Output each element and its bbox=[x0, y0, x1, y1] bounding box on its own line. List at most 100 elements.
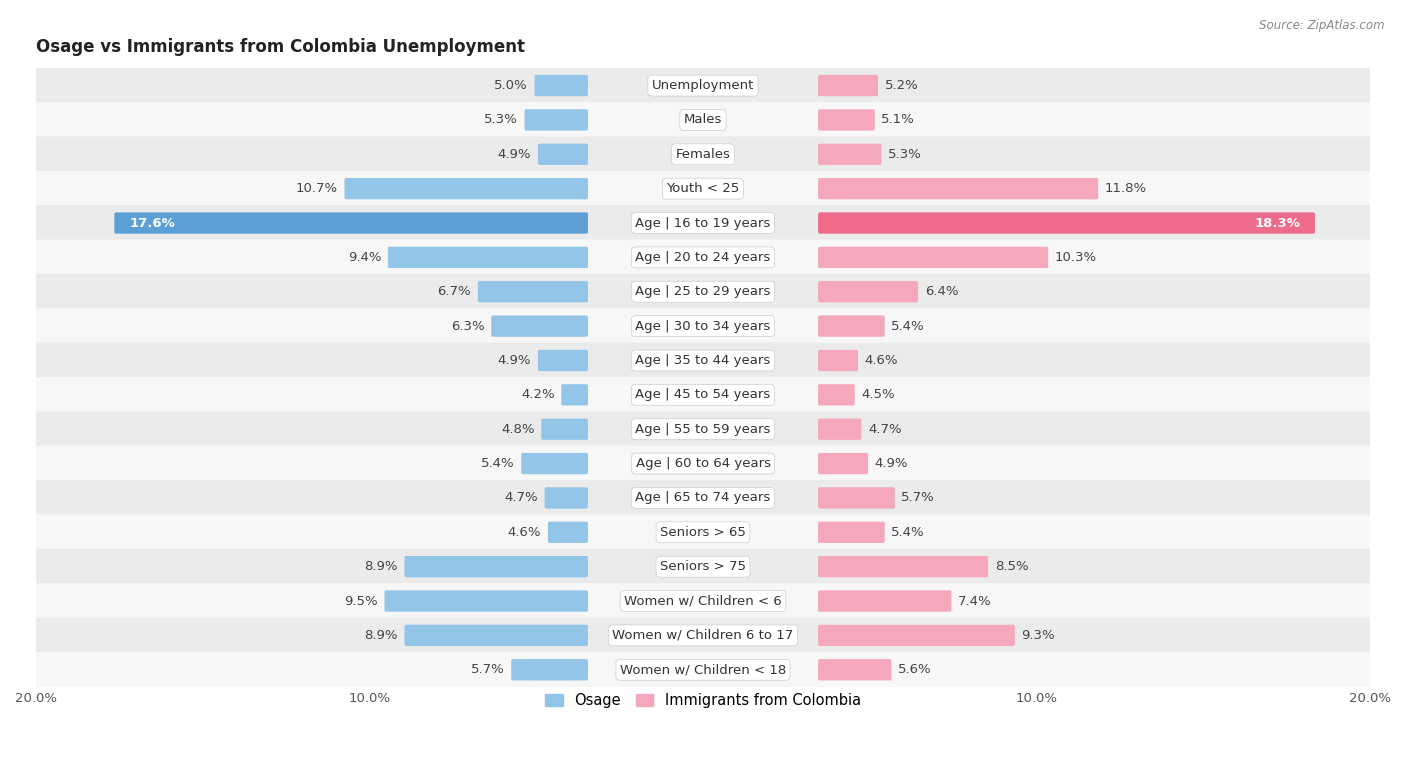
Text: 5.3%: 5.3% bbox=[889, 148, 922, 160]
Text: Unemployment: Unemployment bbox=[652, 79, 754, 92]
FancyBboxPatch shape bbox=[35, 480, 1371, 516]
Text: 5.4%: 5.4% bbox=[891, 526, 925, 539]
Text: 9.4%: 9.4% bbox=[347, 251, 381, 264]
Text: 4.9%: 4.9% bbox=[498, 354, 531, 367]
FancyBboxPatch shape bbox=[478, 281, 588, 302]
FancyBboxPatch shape bbox=[538, 144, 588, 165]
Text: 5.1%: 5.1% bbox=[882, 114, 915, 126]
Text: 8.9%: 8.9% bbox=[364, 629, 398, 642]
Text: 10.3%: 10.3% bbox=[1054, 251, 1097, 264]
Text: 5.4%: 5.4% bbox=[891, 319, 925, 332]
Text: 4.7%: 4.7% bbox=[868, 422, 901, 436]
Text: 5.2%: 5.2% bbox=[884, 79, 918, 92]
FancyBboxPatch shape bbox=[818, 281, 918, 302]
Text: Age | 16 to 19 years: Age | 16 to 19 years bbox=[636, 217, 770, 229]
Text: Women w/ Children < 18: Women w/ Children < 18 bbox=[620, 663, 786, 676]
FancyBboxPatch shape bbox=[818, 178, 1098, 199]
Text: 17.6%: 17.6% bbox=[129, 217, 176, 229]
FancyBboxPatch shape bbox=[548, 522, 588, 543]
FancyBboxPatch shape bbox=[818, 625, 1015, 646]
Text: 5.3%: 5.3% bbox=[484, 114, 517, 126]
Text: Females: Females bbox=[675, 148, 731, 160]
FancyBboxPatch shape bbox=[818, 144, 882, 165]
FancyBboxPatch shape bbox=[818, 385, 855, 406]
FancyBboxPatch shape bbox=[35, 549, 1371, 584]
Text: Age | 30 to 34 years: Age | 30 to 34 years bbox=[636, 319, 770, 332]
FancyBboxPatch shape bbox=[818, 350, 858, 371]
FancyBboxPatch shape bbox=[35, 205, 1371, 241]
Text: Age | 45 to 54 years: Age | 45 to 54 years bbox=[636, 388, 770, 401]
Text: 4.6%: 4.6% bbox=[508, 526, 541, 539]
Text: 5.6%: 5.6% bbox=[898, 663, 932, 676]
Text: 5.7%: 5.7% bbox=[471, 663, 505, 676]
Text: Seniors > 65: Seniors > 65 bbox=[659, 526, 747, 539]
FancyBboxPatch shape bbox=[35, 136, 1371, 172]
Legend: Osage, Immigrants from Colombia: Osage, Immigrants from Colombia bbox=[540, 687, 866, 714]
FancyBboxPatch shape bbox=[524, 109, 588, 130]
FancyBboxPatch shape bbox=[818, 75, 879, 96]
FancyBboxPatch shape bbox=[35, 274, 1371, 310]
Text: Osage vs Immigrants from Colombia Unemployment: Osage vs Immigrants from Colombia Unempl… bbox=[37, 38, 524, 56]
Text: 5.0%: 5.0% bbox=[495, 79, 527, 92]
Text: 4.7%: 4.7% bbox=[505, 491, 538, 504]
Text: 4.6%: 4.6% bbox=[865, 354, 898, 367]
FancyBboxPatch shape bbox=[538, 350, 588, 371]
Text: Males: Males bbox=[683, 114, 723, 126]
Text: Age | 20 to 24 years: Age | 20 to 24 years bbox=[636, 251, 770, 264]
Text: Source: ZipAtlas.com: Source: ZipAtlas.com bbox=[1260, 19, 1385, 32]
FancyBboxPatch shape bbox=[35, 102, 1371, 138]
Text: 8.5%: 8.5% bbox=[995, 560, 1028, 573]
Text: Age | 25 to 29 years: Age | 25 to 29 years bbox=[636, 285, 770, 298]
FancyBboxPatch shape bbox=[818, 453, 868, 474]
Text: 4.2%: 4.2% bbox=[522, 388, 554, 401]
FancyBboxPatch shape bbox=[35, 67, 1371, 104]
FancyBboxPatch shape bbox=[35, 308, 1371, 344]
Text: Age | 55 to 59 years: Age | 55 to 59 years bbox=[636, 422, 770, 436]
FancyBboxPatch shape bbox=[35, 583, 1371, 619]
FancyBboxPatch shape bbox=[35, 377, 1371, 413]
Text: 5.7%: 5.7% bbox=[901, 491, 935, 504]
FancyBboxPatch shape bbox=[818, 419, 862, 440]
FancyBboxPatch shape bbox=[818, 590, 952, 612]
FancyBboxPatch shape bbox=[491, 316, 588, 337]
Text: 8.9%: 8.9% bbox=[364, 560, 398, 573]
FancyBboxPatch shape bbox=[534, 75, 588, 96]
FancyBboxPatch shape bbox=[818, 213, 1315, 234]
FancyBboxPatch shape bbox=[544, 488, 588, 509]
Text: 10.7%: 10.7% bbox=[295, 182, 337, 195]
FancyBboxPatch shape bbox=[818, 659, 891, 681]
Text: 4.9%: 4.9% bbox=[875, 457, 908, 470]
FancyBboxPatch shape bbox=[384, 590, 588, 612]
FancyBboxPatch shape bbox=[35, 171, 1371, 207]
FancyBboxPatch shape bbox=[541, 419, 588, 440]
FancyBboxPatch shape bbox=[344, 178, 588, 199]
Text: 18.3%: 18.3% bbox=[1254, 217, 1301, 229]
FancyBboxPatch shape bbox=[818, 556, 988, 578]
Text: Women w/ Children < 6: Women w/ Children < 6 bbox=[624, 594, 782, 608]
FancyBboxPatch shape bbox=[818, 316, 884, 337]
Text: Women w/ Children 6 to 17: Women w/ Children 6 to 17 bbox=[613, 629, 793, 642]
FancyBboxPatch shape bbox=[35, 515, 1371, 550]
Text: Age | 60 to 64 years: Age | 60 to 64 years bbox=[636, 457, 770, 470]
Text: 9.3%: 9.3% bbox=[1022, 629, 1054, 642]
Text: 4.8%: 4.8% bbox=[501, 422, 534, 436]
Text: Youth < 25: Youth < 25 bbox=[666, 182, 740, 195]
FancyBboxPatch shape bbox=[35, 343, 1371, 378]
Text: 7.4%: 7.4% bbox=[957, 594, 991, 608]
Text: 6.3%: 6.3% bbox=[451, 319, 485, 332]
FancyBboxPatch shape bbox=[35, 618, 1371, 653]
Text: Age | 65 to 74 years: Age | 65 to 74 years bbox=[636, 491, 770, 504]
FancyBboxPatch shape bbox=[388, 247, 588, 268]
Text: 9.5%: 9.5% bbox=[344, 594, 378, 608]
FancyBboxPatch shape bbox=[114, 213, 588, 234]
FancyBboxPatch shape bbox=[522, 453, 588, 474]
FancyBboxPatch shape bbox=[35, 411, 1371, 447]
FancyBboxPatch shape bbox=[35, 652, 1371, 687]
FancyBboxPatch shape bbox=[561, 385, 588, 406]
Text: 6.7%: 6.7% bbox=[437, 285, 471, 298]
Text: Age | 35 to 44 years: Age | 35 to 44 years bbox=[636, 354, 770, 367]
FancyBboxPatch shape bbox=[35, 239, 1371, 276]
Text: 11.8%: 11.8% bbox=[1105, 182, 1147, 195]
FancyBboxPatch shape bbox=[405, 625, 588, 646]
Text: 4.9%: 4.9% bbox=[498, 148, 531, 160]
